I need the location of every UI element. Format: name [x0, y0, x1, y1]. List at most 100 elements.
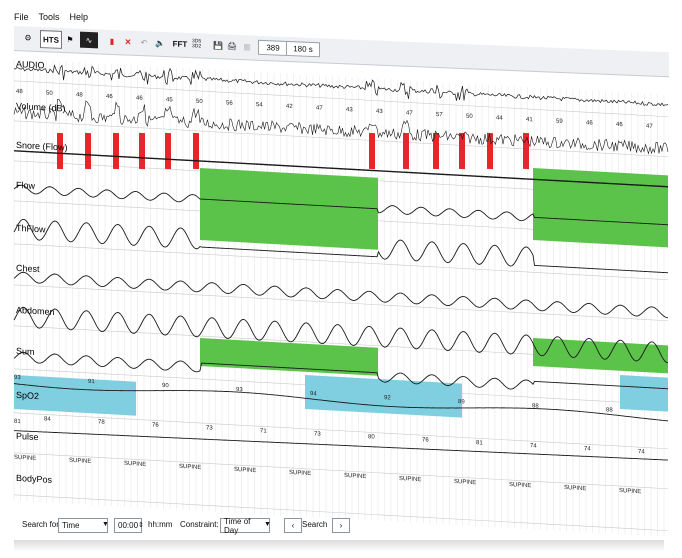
- sum-trace: [13, 351, 668, 390]
- snore-marker: [85, 132, 91, 170]
- channel-label-snore[interactable]: Snore (Flow): [16, 140, 67, 153]
- chevron-down-icon[interactable]: ▼: [102, 521, 109, 528]
- channel-label-audio[interactable]: AUDIO: [16, 59, 44, 71]
- pulse-trace: [13, 430, 668, 461]
- volume-value: 59: [556, 119, 563, 125]
- spo2-value: 92: [384, 395, 391, 401]
- apnea-event: [533, 167, 668, 248]
- bodypos-value: SUPINE: [179, 464, 201, 471]
- constraint-select[interactable]: Time of Day: [220, 517, 270, 535]
- time-unit-label: hh:mm: [148, 520, 173, 529]
- chest-trace: [13, 271, 669, 319]
- bodypos-value: SUPINE: [564, 485, 586, 492]
- channel-label-chest[interactable]: Chest: [16, 263, 40, 274]
- volume-value: 45: [166, 97, 173, 103]
- volume-value: 43: [346, 107, 353, 113]
- channel-separator: [14, 80, 668, 118]
- window-shadow: [14, 540, 664, 552]
- spo2-value: 76: [152, 422, 159, 428]
- snore-marker: [433, 132, 439, 170]
- channel-separator: [14, 284, 668, 322]
- volume-value: 42: [286, 104, 293, 110]
- channel-label-abdomen[interactable]: Abdomen: [16, 305, 55, 317]
- spo2-value: 73: [314, 431, 321, 437]
- spo2-value: 90: [162, 383, 169, 389]
- search-next-button[interactable]: ›: [332, 518, 350, 533]
- event-fills: [14, 132, 668, 418]
- bodypos-value: SUPINE: [509, 482, 531, 489]
- bodypos-value: SUPINE: [124, 461, 146, 468]
- volume-value: 47: [316, 105, 323, 111]
- channel-label-pulse[interactable]: Pulse: [16, 431, 38, 442]
- status-bar: Search for: Time ▼ 00:00 ⇕ hh:mm Constra…: [14, 512, 669, 538]
- volume-trace: [13, 99, 669, 155]
- snore-marker: [487, 132, 493, 170]
- spo2-value: 80: [368, 434, 375, 440]
- thflow-trace: [13, 218, 668, 274]
- channel-label-spo2[interactable]: SpO2: [16, 390, 39, 401]
- channel-label-volume[interactable]: Volume (dB): [16, 101, 65, 114]
- abdomen-trace: [13, 306, 669, 364]
- constraint-label: Constraint:: [180, 520, 219, 529]
- channel-label-bodypos[interactable]: BodyPos: [16, 473, 52, 485]
- flow-trace: [13, 184, 668, 226]
- volume-value: 56: [226, 100, 233, 106]
- volume-value: 50: [46, 91, 53, 97]
- volume-value: 46: [136, 95, 143, 101]
- spo2-value: 81: [476, 440, 483, 446]
- desaturation-event: [14, 375, 136, 416]
- menu-tools[interactable]: Tools: [38, 12, 60, 22]
- snore-marker: [403, 132, 409, 170]
- snore-marker: [165, 132, 171, 170]
- bodypos-value: SUPINE: [344, 473, 366, 480]
- channel-label-sum[interactable]: Sum: [16, 346, 35, 357]
- channel-separator: [14, 120, 668, 158]
- volume-value: 46: [616, 122, 623, 128]
- channel-separator: [14, 494, 668, 532]
- bodypos-value: SUPINE: [399, 476, 421, 483]
- audio-trace: [13, 64, 669, 107]
- volume-value: 54: [256, 102, 263, 108]
- volume-value: 48: [16, 89, 23, 95]
- stepper-icon[interactable]: ⇕: [138, 521, 144, 529]
- spo2-value: 88: [606, 407, 613, 413]
- snore-marker: [459, 132, 465, 170]
- chevron-down-icon[interactable]: ▼: [264, 521, 271, 528]
- menu-bar: File Tools Help: [14, 12, 88, 26]
- menu-help[interactable]: Help: [69, 12, 89, 22]
- search-prev-button[interactable]: ‹: [284, 518, 302, 533]
- search-for-label: Search for:: [22, 520, 62, 529]
- search-for-select[interactable]: Time: [58, 518, 108, 533]
- spo2-value: 91: [88, 379, 95, 385]
- volume-value: 50: [466, 114, 473, 120]
- channel-separator: [14, 412, 668, 450]
- volume-value: 47: [406, 110, 413, 116]
- apnea-event: [200, 168, 378, 250]
- time-field[interactable]: 00:00: [114, 518, 142, 533]
- spo2-value: 93: [14, 375, 21, 381]
- desaturation-event: [620, 374, 668, 412]
- volume-value: 46: [106, 94, 113, 100]
- volume-value: 57: [436, 112, 443, 118]
- bodypos-value: SUPINE: [14, 455, 36, 462]
- apnea-event: [200, 338, 378, 376]
- bodypos-value: SUPINE: [69, 458, 91, 465]
- spo2-value: 73: [206, 425, 213, 431]
- snore-marker: [369, 132, 375, 170]
- snore-marker: [139, 132, 145, 170]
- spo2-value: 84: [44, 416, 51, 422]
- waveforms: [13, 64, 669, 461]
- channel-label-thflow[interactable]: ThFlow: [16, 223, 46, 235]
- menu-file[interactable]: File: [14, 12, 29, 22]
- spo2-value: 78: [98, 419, 105, 425]
- channel-separator: [14, 452, 668, 490]
- snore-marker: [57, 132, 63, 170]
- bodypos-value: SUPINE: [289, 470, 311, 477]
- snore-marker: [113, 132, 119, 170]
- volume-value: 41: [526, 117, 533, 123]
- pulse-value: 81: [14, 419, 21, 425]
- volume-value: 47: [646, 124, 653, 130]
- channel-label-flow[interactable]: Flow: [16, 180, 35, 191]
- spo2-value: 89: [458, 399, 465, 405]
